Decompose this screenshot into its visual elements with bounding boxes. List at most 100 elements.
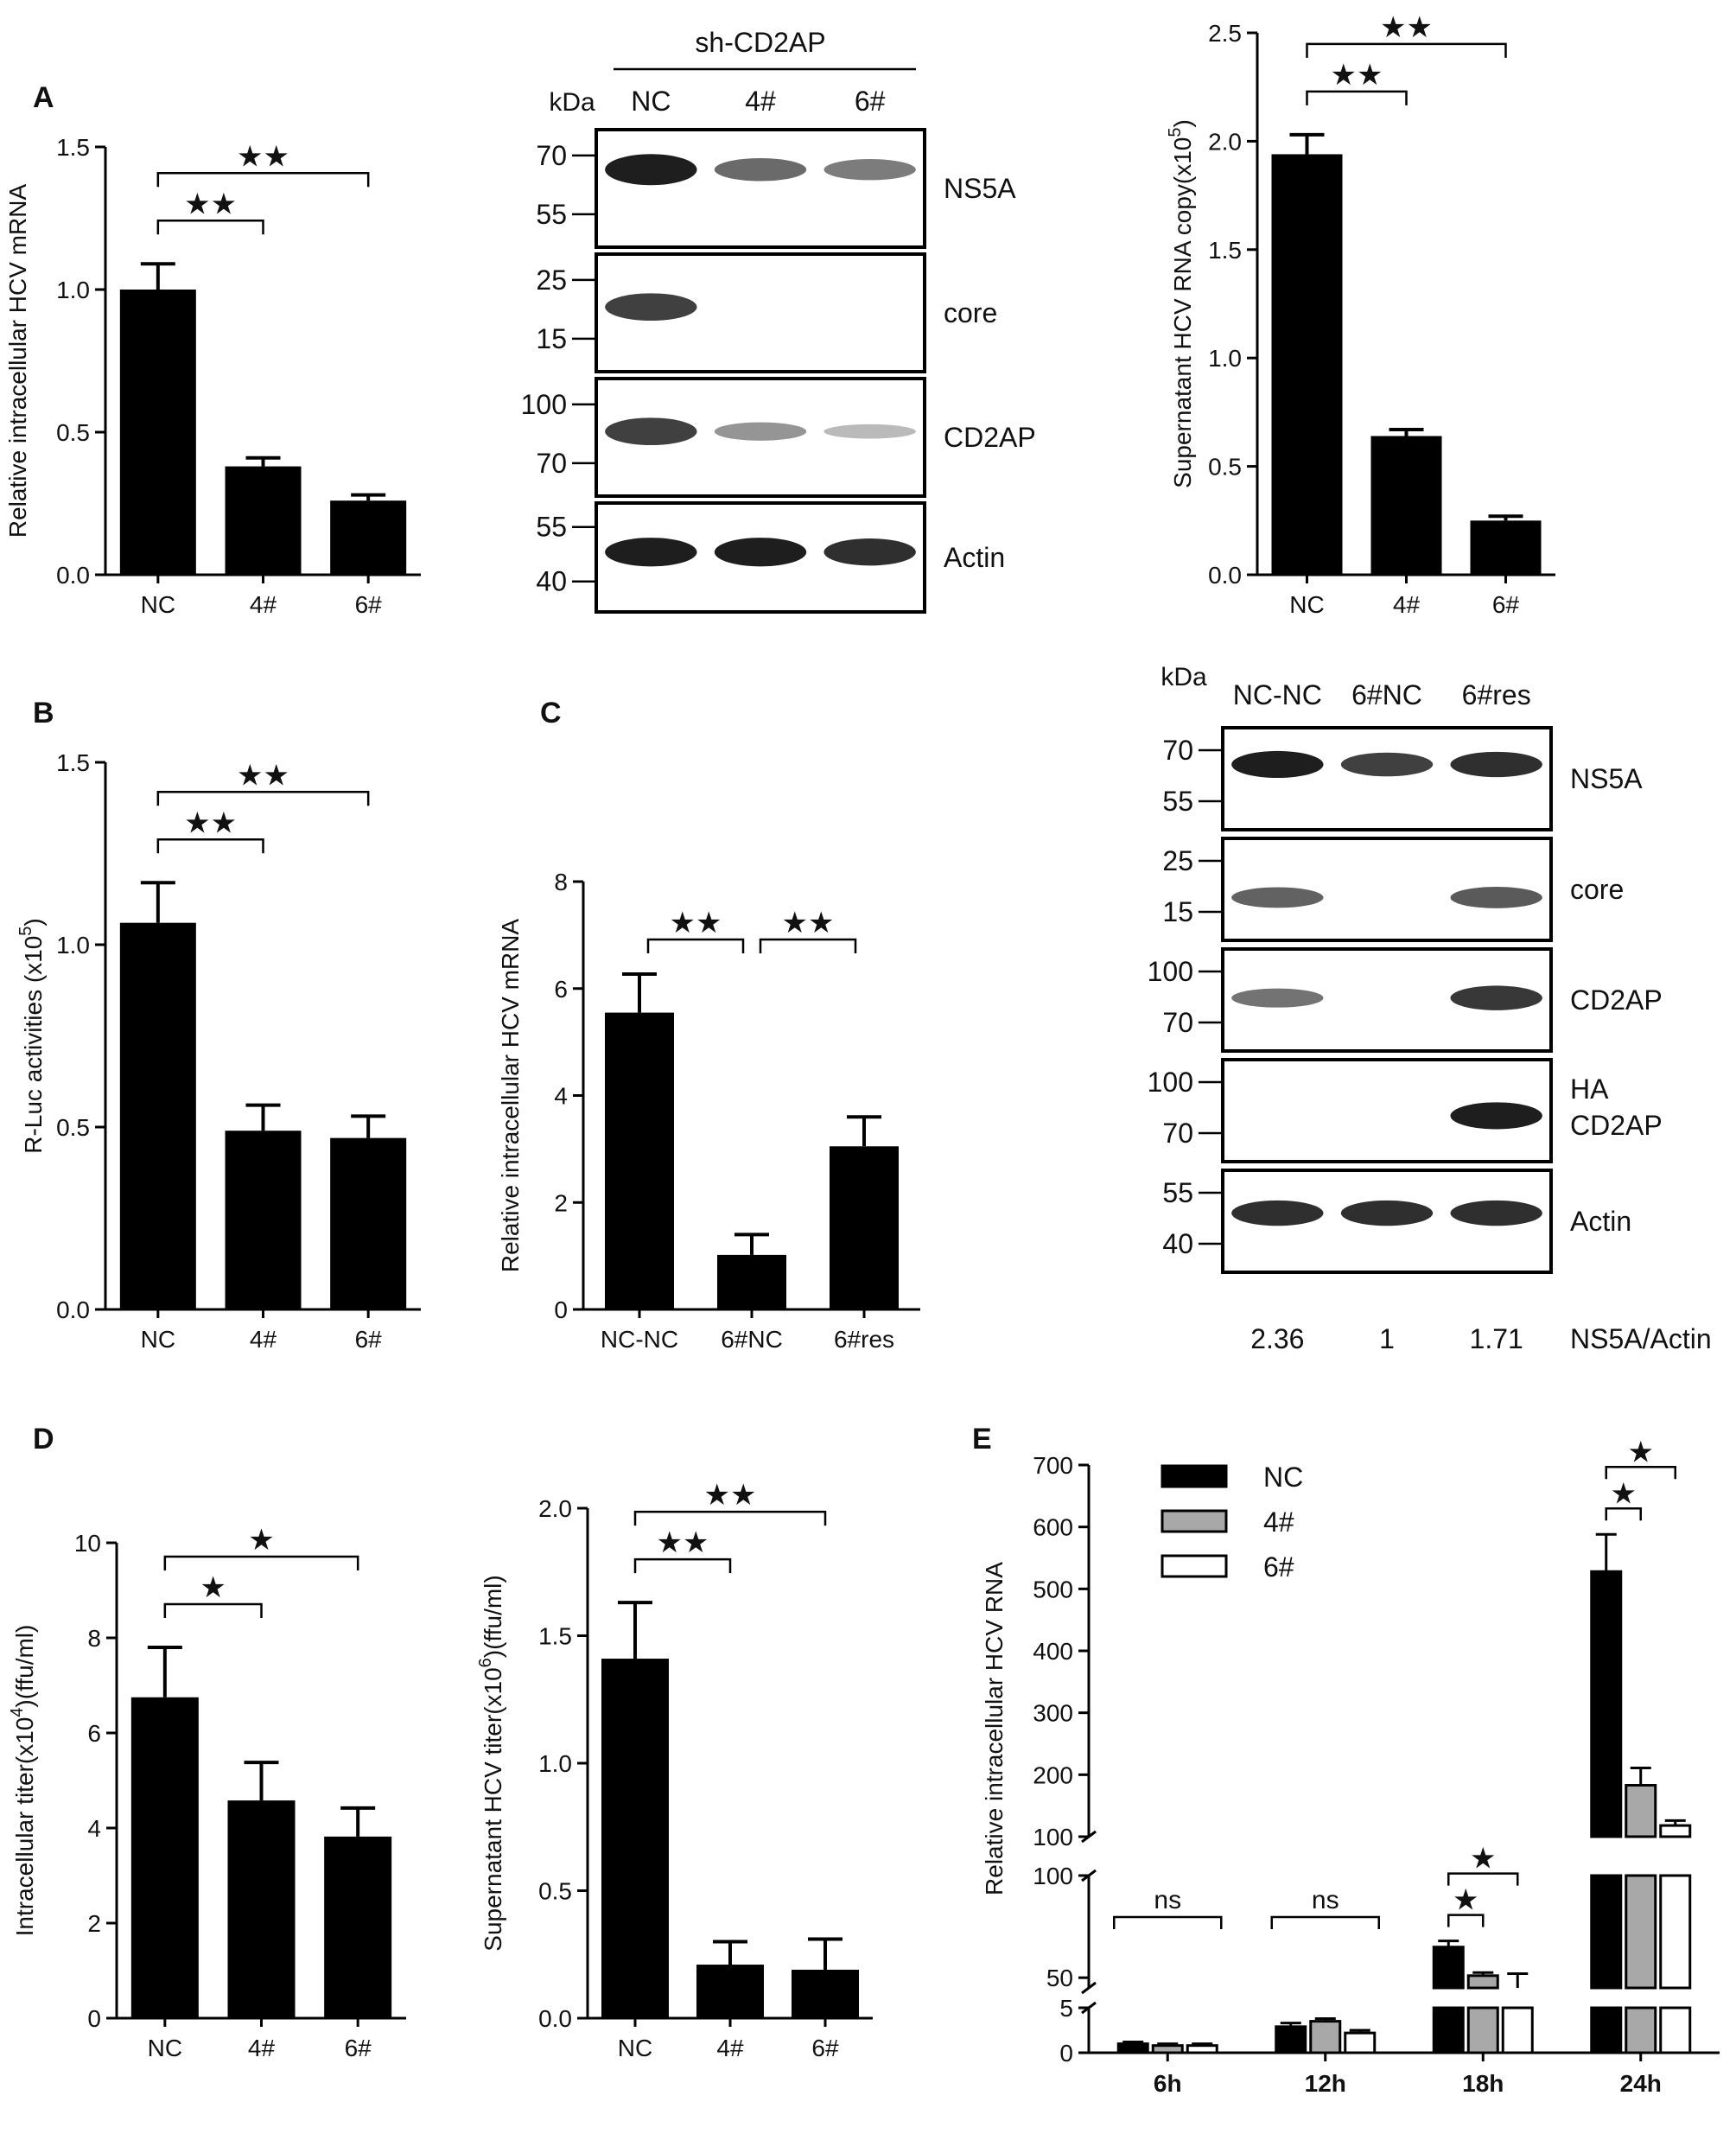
y-tick-label: 1.5 (1208, 237, 1242, 264)
significance-bracket (156, 838, 264, 854)
marker-label: 15 (536, 323, 567, 354)
band (1340, 1200, 1434, 1226)
lane-label: NC-NC (1233, 679, 1322, 710)
y-tick-label: 8 (87, 1625, 101, 1652)
legend-label-0: NC (1263, 1462, 1303, 1493)
lane-label: 4# (745, 86, 776, 117)
x-tick-label: 24h (1620, 2070, 1662, 2097)
bar-24h-6# (1659, 1824, 1692, 1838)
significance-bracket (163, 1555, 359, 1570)
significance-bracket (1605, 1466, 1676, 1480)
marker-label: 55 (1162, 1177, 1193, 1208)
row-label-2: CD2AP (1570, 1110, 1663, 1141)
band (1450, 887, 1542, 908)
marker-label: 70 (1162, 1118, 1193, 1149)
significance-bracket (1270, 1915, 1380, 1929)
significance-stars: ★★ (657, 1526, 709, 1559)
lane-label: 6# (855, 86, 886, 117)
marker-label: 40 (536, 566, 567, 597)
marker-label: 55 (536, 512, 567, 543)
band (1450, 1102, 1542, 1130)
y-tick-label: 200 (1033, 1761, 1073, 1788)
y-axis-label: Supernatant HCV titer(x106)(ffu/ml) (476, 1575, 506, 1951)
panel-letter-e: E (972, 1423, 992, 1456)
y-tick-label: 0.5 (56, 1114, 90, 1141)
bar-24h-NC (1590, 2006, 1623, 2054)
axis-break-mark (1081, 1981, 1097, 1995)
y-axis-label: Relative intracellular HCV mRNA (4, 184, 31, 538)
x-tick-label: 4# (716, 2035, 744, 2061)
chart-c: 0 2 4 6 8 Relative intracellular HCV mRNA NC-N… (497, 869, 920, 1353)
marker-label: 55 (1162, 786, 1193, 817)
legend-swatch-1 (1161, 1509, 1228, 1533)
legend-swatch-0 (1161, 1464, 1228, 1488)
group-label: sh-CD2AP (695, 27, 825, 58)
y-tick-label: 0 (87, 2005, 101, 2032)
marker-label: 100 (1148, 1067, 1193, 1098)
band (1450, 1200, 1542, 1226)
band (714, 538, 807, 567)
significance-stars: ★★ (1331, 59, 1383, 92)
significance-stars: ★★ (1380, 11, 1433, 44)
y-tick-label: 2 (87, 1910, 101, 1937)
y-tick-label: 1.5 (56, 749, 90, 776)
x-tick-label: NC (148, 2035, 182, 2061)
legend-label-2: 6# (1263, 1551, 1294, 1583)
y-axis-label-main: Supernatant HCV titer(x10 (480, 1667, 506, 1951)
significance-bracket (1113, 1915, 1223, 1929)
x-tick-label: 4# (1393, 591, 1421, 618)
marker-label: 70 (536, 140, 567, 171)
bar-12h-6# (1344, 2031, 1377, 2054)
y-tick-label: 10 (74, 1530, 101, 1557)
significance-bracket (156, 791, 370, 806)
ratio-value: 1.71 (1470, 1323, 1523, 1354)
row-label: Actin (1570, 1206, 1631, 1237)
x-tick-label: 6#NC (721, 1326, 783, 1353)
significance-stars: ★ (1470, 1843, 1496, 1876)
bar-a3-1 (1370, 436, 1442, 575)
band (1231, 750, 1324, 779)
y-tick-label: 2.0 (1208, 128, 1242, 155)
x-tick-label: 6# (355, 591, 383, 618)
significance-stars: ★★ (237, 140, 289, 173)
lane-label: 6#res (1462, 679, 1531, 710)
y-tick-label: 1.0 (538, 1750, 572, 1777)
bar-6h-NC (1116, 2042, 1149, 2054)
bar-a1-2 (330, 500, 407, 575)
significance-bracket (156, 220, 264, 235)
bar-24h-NC (1590, 1570, 1623, 1838)
significance-stars: ★★ (782, 907, 835, 940)
blot-frame-ns5a (595, 128, 926, 249)
bar-a3-2 (1470, 520, 1542, 575)
band (1231, 988, 1324, 1008)
bar-d1-2 (324, 1836, 392, 2018)
ratio-value: 2.36 (1250, 1323, 1304, 1354)
significance-label: ns (1312, 1886, 1339, 1914)
panel-letter-b: B (33, 697, 54, 729)
bar-d1-0 (130, 1697, 199, 2018)
y-tick-label: 2.0 (538, 1495, 572, 1522)
significance-bracket (163, 1602, 263, 1618)
significance-stars: ★ (1628, 1436, 1654, 1468)
x-tick-label: 6#res (834, 1326, 894, 1353)
y-axis-label: Relative intracellular HCV mRNA (497, 919, 524, 1273)
y-tick-label: 2.5 (1208, 20, 1242, 47)
band (605, 417, 697, 446)
significance-stars: ★ (1611, 1477, 1637, 1510)
y-axis-label-sup: 5 (16, 927, 35, 936)
significance-bracket (156, 172, 370, 188)
significance-stars: ★★ (670, 907, 722, 940)
y-tick-label: 0.5 (538, 1878, 572, 1905)
bar-6h-6# (1186, 2044, 1218, 2054)
significance-bracket (1447, 1872, 1519, 1886)
bar-a1-1 (225, 466, 302, 575)
y-axis-label-main: Relative intracellular HCV mRNA (4, 184, 31, 538)
y-axis-label: Relative intracellular HCV RNA (981, 1562, 1008, 1895)
x-tick-label: 6# (355, 1326, 383, 1353)
row-label: core (944, 297, 997, 328)
bar-18h-6# (1501, 2006, 1534, 2054)
bar-18h-NC (1432, 2006, 1465, 2054)
row-label: Actin (944, 542, 1005, 573)
x-tick-label: NC-NC (601, 1326, 678, 1353)
x-tick-label: 4# (248, 2035, 276, 2061)
